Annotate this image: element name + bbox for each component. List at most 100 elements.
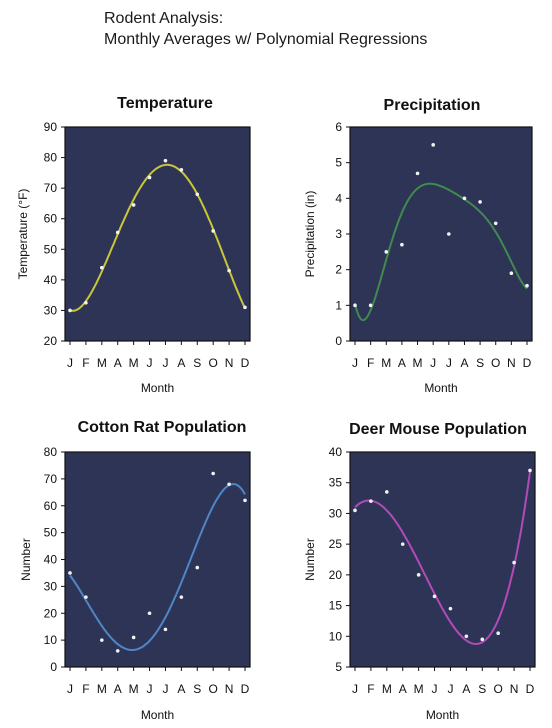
data-point — [227, 482, 231, 487]
y-tick-label: 0 — [50, 660, 57, 674]
data-point — [462, 196, 467, 201]
y-tick-label: 60 — [44, 499, 58, 513]
x-tick-label: N — [510, 682, 519, 696]
y-tick-label: 6 — [335, 120, 342, 134]
data-point — [478, 200, 482, 204]
x-tick-label: D — [526, 682, 535, 696]
x-tick-label: S — [478, 682, 486, 696]
plot-area — [349, 451, 536, 668]
x-tick-label: O — [494, 682, 503, 696]
data-point — [416, 573, 421, 577]
regression-line — [69, 163, 246, 312]
y-tick-label: 30 — [44, 579, 58, 593]
x-tick-label: J — [352, 682, 358, 696]
x-tick-label: A — [177, 682, 185, 696]
plot-area — [64, 451, 251, 668]
x-tick-label: A — [399, 682, 407, 696]
y-tick-label: 60 — [44, 212, 58, 226]
data-point — [68, 571, 72, 575]
y-tick-label: 90 — [44, 120, 58, 134]
data-point — [353, 303, 357, 308]
data-point — [368, 303, 373, 308]
x-tick-label: M — [414, 682, 424, 696]
y-tick-label: 80 — [44, 445, 58, 459]
x-tick-label: D — [241, 682, 250, 696]
x-tick-label: J — [162, 682, 168, 696]
y-tick-label: 20 — [44, 334, 58, 348]
data-point — [115, 649, 120, 653]
data-point — [528, 468, 532, 473]
x-tick-label: J — [446, 356, 452, 370]
x-tick-label: F — [367, 356, 374, 370]
data-point — [464, 634, 469, 639]
y-tick-label: 1 — [335, 298, 342, 312]
data-point — [147, 611, 152, 616]
regression-line — [69, 482, 246, 651]
y-tick-label: 0 — [335, 334, 342, 348]
y-tick-label: 4 — [335, 191, 342, 205]
data-point — [100, 265, 104, 270]
data-point — [115, 230, 120, 235]
y-tick-label: 3 — [335, 227, 342, 241]
data-point — [432, 594, 437, 599]
y-tick-label: 70 — [44, 181, 58, 195]
x-tick-label: O — [491, 356, 500, 370]
data-point — [84, 595, 88, 599]
x-axis-label: Month — [424, 381, 457, 395]
x-tick-label: O — [209, 682, 218, 696]
y-tick-label: 20 — [329, 568, 343, 582]
data-point — [195, 192, 200, 197]
y-tick-label: 15 — [329, 599, 343, 613]
page-title-line-2: Monthly Averages w/ Polynomial Regressio… — [104, 31, 428, 48]
chart-title: Cotton Rat Population — [78, 419, 247, 436]
x-tick-label: N — [225, 356, 234, 370]
x-tick-label: F — [367, 682, 374, 696]
x-tick-label: M — [381, 356, 391, 370]
x-tick-label: M — [382, 682, 392, 696]
y-tick-label: 2 — [335, 263, 342, 277]
y-tick-label: 30 — [329, 506, 343, 520]
x-tick-label: J — [147, 682, 153, 696]
x-tick-label: S — [193, 682, 201, 696]
y-axis-label: Precipitation (in) — [303, 191, 317, 278]
y-tick-label: 10 — [329, 629, 343, 643]
x-tick-label: J — [67, 682, 73, 696]
data-point — [179, 595, 184, 599]
data-point — [369, 499, 373, 503]
x-tick-label: N — [225, 682, 234, 696]
x-tick-label: J — [162, 356, 168, 370]
x-tick-label: J — [432, 682, 438, 696]
y-tick-label: 40 — [44, 553, 58, 567]
y-tick-label: 5 — [335, 660, 342, 674]
y-tick-label: 20 — [44, 606, 58, 620]
data-point — [84, 300, 88, 305]
x-axis-label: Month — [141, 381, 174, 395]
y-tick-label: 25 — [329, 537, 343, 551]
y-axis-label: Number — [19, 538, 33, 581]
data-point — [496, 631, 500, 636]
chart-title: Precipitation — [384, 97, 481, 114]
x-tick-label: F — [82, 682, 89, 696]
x-tick-label: O — [209, 356, 218, 370]
x-tick-label: N — [507, 356, 516, 370]
data-point — [131, 203, 136, 207]
y-tick-label: 40 — [44, 273, 58, 287]
x-tick-label: A — [398, 356, 406, 370]
data-point — [431, 143, 435, 147]
regression-line — [354, 471, 531, 646]
y-tick-label: 10 — [44, 633, 58, 647]
x-axis-label: Month — [426, 708, 459, 722]
regression-line — [354, 182, 528, 322]
x-tick-label: A — [114, 682, 122, 696]
data-point — [179, 168, 184, 172]
data-point — [211, 471, 215, 476]
chart-title: Temperature — [117, 95, 213, 112]
data-point — [385, 490, 389, 494]
x-tick-label: D — [523, 356, 532, 370]
x-tick-label: A — [177, 356, 185, 370]
plot-area — [349, 126, 533, 342]
x-tick-label: M — [97, 682, 107, 696]
y-tick-label: 5 — [335, 156, 342, 170]
data-point — [243, 498, 247, 503]
data-point — [415, 171, 420, 176]
